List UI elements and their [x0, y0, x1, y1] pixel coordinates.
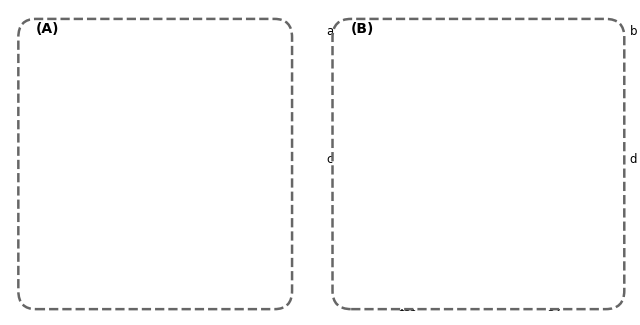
- Point: [380, 245, 390, 251]
- Text: (A): (A): [36, 22, 60, 36]
- Text: (B): (B): [351, 22, 374, 36]
- Text: e: e: [424, 84, 431, 97]
- Text: b: b: [630, 25, 637, 38]
- Point: [179, 129, 189, 135]
- Point: [607, 148, 617, 153]
- Point: [600, 233, 611, 239]
- Point: [214, 212, 225, 217]
- Point: [346, 148, 356, 153]
- Text: II: II: [149, 165, 161, 179]
- Point: [132, 74, 143, 80]
- Point: [40, 151, 50, 156]
- Point: [86, 276, 96, 281]
- Text: abe: abe: [575, 177, 596, 190]
- Point: [92, 129, 102, 135]
- Text: d: d: [481, 153, 488, 166]
- Text: c: c: [326, 153, 333, 166]
- Point: [173, 47, 184, 52]
- Point: [454, 227, 465, 232]
- Point: [424, 212, 434, 217]
- Point: [130, 212, 140, 217]
- Point: [226, 151, 236, 156]
- Point: [551, 93, 561, 98]
- Polygon shape: [407, 40, 463, 150]
- Text: IV: IV: [147, 294, 164, 308]
- Point: [92, 47, 102, 52]
- Polygon shape: [351, 40, 407, 150]
- Point: [380, 212, 390, 217]
- Point: [255, 47, 265, 52]
- Point: [255, 190, 265, 196]
- Text: d: d: [630, 153, 637, 166]
- Text: ab: ab: [426, 174, 440, 187]
- Point: [83, 190, 93, 196]
- Text: e: e: [573, 84, 580, 97]
- Text: c: c: [476, 153, 481, 166]
- Point: [424, 245, 434, 251]
- Point: [51, 74, 61, 80]
- FancyBboxPatch shape: [333, 19, 624, 309]
- FancyBboxPatch shape: [38, 31, 280, 98]
- Text: II: II: [550, 169, 562, 183]
- FancyBboxPatch shape: [27, 111, 284, 162]
- Point: [66, 252, 76, 257]
- Point: [346, 38, 356, 43]
- Point: [402, 285, 412, 290]
- FancyBboxPatch shape: [27, 236, 284, 291]
- Point: [185, 252, 195, 257]
- Text: a: a: [475, 25, 482, 38]
- Polygon shape: [351, 40, 463, 95]
- Point: [45, 212, 56, 217]
- Point: [132, 252, 143, 257]
- Point: [501, 233, 511, 239]
- Point: [402, 93, 412, 98]
- Point: [402, 181, 412, 187]
- Point: [150, 276, 160, 281]
- Polygon shape: [351, 95, 463, 150]
- Text: I: I: [152, 101, 158, 115]
- Point: [458, 38, 468, 43]
- Point: [607, 38, 617, 43]
- Text: IV: IV: [547, 300, 564, 314]
- Point: [495, 38, 505, 43]
- Point: [458, 148, 468, 153]
- Point: [495, 148, 505, 153]
- Point: [551, 184, 561, 189]
- Point: [349, 227, 360, 232]
- Point: [260, 129, 271, 135]
- FancyBboxPatch shape: [27, 175, 284, 224]
- Point: [45, 276, 56, 281]
- Point: [211, 74, 221, 80]
- Text: III: III: [146, 227, 164, 240]
- Text: I: I: [404, 169, 410, 183]
- Text: b: b: [481, 25, 488, 38]
- Point: [136, 151, 146, 156]
- Text: III: III: [398, 300, 416, 314]
- FancyBboxPatch shape: [19, 19, 292, 309]
- Text: a: a: [326, 25, 333, 38]
- Point: [551, 282, 561, 287]
- Point: [168, 190, 178, 196]
